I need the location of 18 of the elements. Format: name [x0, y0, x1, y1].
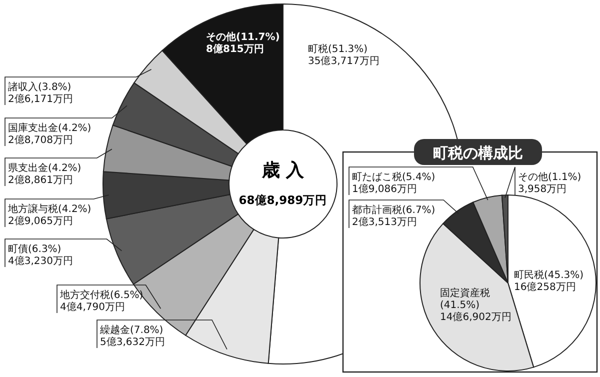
slice-label: 町たばこ税(5.4%) 1億9,086万円	[352, 171, 436, 195]
slice-label: 国庫支出金(4.2%) 2億8,708万円	[8, 122, 92, 146]
slice-label: その他(1.1%) 3,958万円	[518, 171, 582, 195]
slice-label: 町民税(45.3%) 16億258万円	[514, 269, 584, 293]
slice-label: 都市計画税(6.7%) 2億3,513万円	[352, 204, 436, 228]
slice-label: 諸収入(3.8%) 2億6,171万円	[8, 81, 73, 105]
chart-title: 町税の構成比	[433, 144, 523, 162]
slice-label: 地方譲与税(4.2%) 2億9,065万円	[7, 203, 92, 227]
text: 歳 入	[260, 160, 306, 181]
slice-label: 繰越金(7.8%) 5億3,632万円	[99, 324, 165, 348]
slice-label: 町税(51.3%) 35億3,717万円	[308, 43, 380, 67]
slice-label: 町債(6.3%) 4億3,230万円	[8, 243, 73, 267]
slice-label: 地方交付税(6.5%) 4億4,790万円	[59, 289, 144, 313]
slice-label: 県支出金(4.2%) 2億8,861万円	[8, 162, 82, 186]
data-label: (41.5%) 14億6,902万円	[440, 300, 512, 323]
text: 68億8,989万円	[238, 193, 328, 207]
slice-label: その他(11.7%) 8億815万円	[206, 31, 280, 55]
slice-label: 固定資産税	[440, 287, 490, 299]
